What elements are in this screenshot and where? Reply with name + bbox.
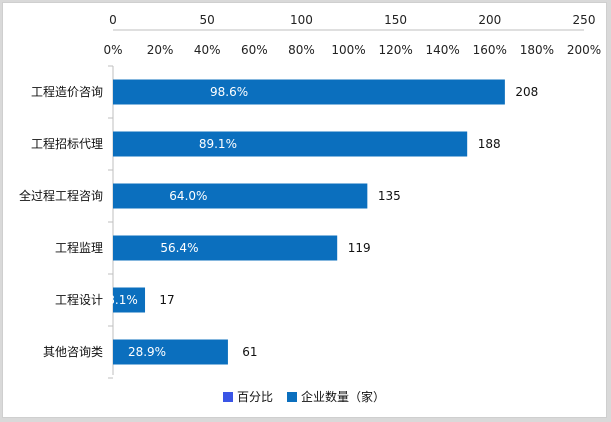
top-tick-label: 200: [478, 13, 501, 27]
top-tick-label: 0: [109, 13, 117, 27]
bars: 98.6% 208 89.1% 188 64.0% 135 56.4% 119 8.1% 17 28…: [107, 79, 538, 365]
bar-percent-label: 56.4%: [160, 241, 198, 255]
category-label: 工程造价咨询: [31, 84, 103, 99]
bar-count-label: 119: [348, 241, 371, 255]
top-tick-label: 50: [200, 13, 215, 27]
bar-count: [113, 287, 146, 313]
legend-swatch-count: [287, 392, 297, 402]
bottom-tick-label: 60%: [241, 43, 268, 57]
legend: 百分比 企业数量（家）: [223, 389, 385, 404]
category-label: 工程设计: [55, 292, 103, 307]
bar-percent-label: 89.1%: [199, 137, 237, 151]
category-label: 全过程工程咨询: [19, 188, 103, 203]
top-axis-ticks: 0 50 100 150 200 250: [109, 13, 595, 27]
legend-label-count: 企业数量（家）: [301, 389, 385, 404]
top-tick-label: 150: [384, 13, 407, 27]
top-tick-label: 100: [290, 13, 313, 27]
legend-label-percent: 百分比: [237, 390, 273, 404]
bar-count-label: 17: [159, 293, 174, 307]
category-label: 工程监理: [55, 240, 103, 255]
bottom-tick-label: 40%: [194, 43, 221, 57]
bar-percent-label: 64.0%: [169, 189, 207, 203]
bottom-tick-label: 100%: [331, 43, 365, 57]
bar-count-label: 61: [242, 345, 257, 359]
legend-swatch-percent: [223, 392, 233, 402]
bottom-tick-label: 180%: [520, 43, 554, 57]
bar-count-label: 135: [378, 189, 401, 203]
bottom-tick-label: 0%: [103, 43, 122, 57]
category-label: 其他咨询类: [43, 344, 103, 359]
bar-percent-label: 8.1%: [107, 293, 138, 307]
bottom-axis-ticks: 0% 20% 40% 60% 80% 100% 120% 140% 160% 180% 200%: [103, 43, 601, 57]
bar-count: [113, 131, 468, 157]
bottom-tick-label: 160%: [473, 43, 507, 57]
bar-count: [113, 235, 338, 261]
bar-count: [113, 79, 505, 105]
bottom-tick-label: 140%: [426, 43, 460, 57]
bottom-tick-label: 80%: [288, 43, 315, 57]
bar-count: [113, 339, 228, 365]
bar-percent-label: 98.6%: [210, 85, 248, 99]
bottom-tick-label: 120%: [378, 43, 412, 57]
bar-count: [113, 183, 368, 209]
bottom-tick-label: 200%: [567, 43, 601, 57]
bar-percent-label: 28.9%: [128, 345, 166, 359]
bar-chart: 0 50 100 150 200 250 0% 20% 40% 60% 80% 100% 120% 14…: [19, 13, 601, 404]
bottom-tick-label: 20%: [147, 43, 174, 57]
bar-count-label: 208: [515, 85, 538, 99]
bar-count-label: 188: [478, 137, 501, 151]
category-label: 工程招标代理: [31, 136, 103, 151]
chart-panel: 0 50 100 150 200 250 0% 20% 40% 60% 80% 100% 120% 14…: [2, 2, 607, 418]
top-tick-label: 250: [573, 13, 596, 27]
